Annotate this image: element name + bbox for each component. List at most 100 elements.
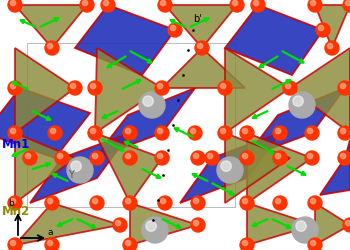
Circle shape — [232, 0, 238, 6]
Circle shape — [296, 221, 306, 231]
Circle shape — [338, 81, 350, 95]
Circle shape — [47, 240, 53, 246]
Circle shape — [90, 151, 104, 165]
Circle shape — [275, 154, 281, 159]
Circle shape — [10, 128, 16, 134]
Circle shape — [327, 44, 333, 49]
Circle shape — [155, 126, 169, 140]
Circle shape — [125, 128, 131, 134]
Circle shape — [67, 157, 93, 183]
Circle shape — [123, 238, 137, 250]
Circle shape — [205, 151, 219, 165]
Circle shape — [243, 128, 248, 134]
Circle shape — [8, 126, 22, 140]
Circle shape — [341, 84, 346, 89]
Circle shape — [92, 154, 98, 159]
Polygon shape — [95, 133, 162, 203]
Circle shape — [45, 41, 59, 55]
Circle shape — [197, 44, 203, 49]
Circle shape — [310, 240, 316, 246]
Circle shape — [220, 128, 226, 134]
Circle shape — [345, 0, 350, 6]
Polygon shape — [315, 203, 350, 245]
Circle shape — [123, 151, 137, 165]
Circle shape — [338, 151, 350, 165]
Circle shape — [243, 154, 248, 159]
Bar — [27, 43, 235, 207]
Circle shape — [90, 84, 96, 89]
Circle shape — [325, 41, 339, 55]
Circle shape — [116, 220, 121, 226]
Circle shape — [158, 128, 163, 134]
Circle shape — [188, 126, 202, 140]
Circle shape — [305, 126, 319, 140]
Circle shape — [8, 196, 22, 210]
Circle shape — [285, 84, 291, 89]
Polygon shape — [15, 5, 87, 48]
Polygon shape — [95, 88, 195, 158]
Circle shape — [307, 128, 313, 134]
Polygon shape — [15, 133, 75, 203]
Text: Y: Y — [68, 170, 74, 180]
Circle shape — [155, 151, 169, 165]
Circle shape — [293, 96, 303, 106]
Circle shape — [307, 154, 313, 159]
Circle shape — [253, 0, 259, 6]
Circle shape — [275, 128, 281, 134]
Polygon shape — [247, 133, 312, 203]
Circle shape — [220, 84, 226, 89]
Circle shape — [88, 81, 102, 95]
Circle shape — [48, 126, 62, 140]
Circle shape — [292, 217, 318, 243]
Circle shape — [273, 151, 287, 165]
Circle shape — [240, 126, 254, 140]
Circle shape — [143, 96, 153, 106]
Circle shape — [273, 196, 287, 210]
Circle shape — [310, 198, 316, 204]
Polygon shape — [165, 5, 237, 48]
Circle shape — [308, 238, 322, 250]
Circle shape — [8, 0, 22, 12]
Circle shape — [194, 154, 199, 159]
Text: b: b — [8, 199, 14, 208]
Circle shape — [316, 23, 330, 37]
Circle shape — [318, 26, 324, 31]
Circle shape — [230, 0, 244, 12]
Circle shape — [10, 0, 16, 6]
Circle shape — [113, 218, 127, 232]
Text: Mn1: Mn1 — [2, 138, 30, 151]
Polygon shape — [247, 203, 315, 245]
Polygon shape — [290, 48, 350, 133]
Circle shape — [92, 198, 98, 204]
Circle shape — [170, 26, 176, 31]
Circle shape — [273, 126, 287, 140]
Circle shape — [8, 81, 22, 95]
Circle shape — [191, 218, 205, 232]
Circle shape — [310, 0, 316, 6]
Circle shape — [8, 238, 22, 250]
Polygon shape — [0, 88, 90, 158]
Circle shape — [240, 151, 254, 165]
Circle shape — [158, 84, 163, 89]
Circle shape — [23, 151, 37, 165]
Circle shape — [275, 198, 281, 204]
Polygon shape — [162, 48, 245, 88]
Text: a: a — [48, 228, 54, 237]
Circle shape — [283, 81, 297, 95]
Polygon shape — [315, 5, 350, 48]
Polygon shape — [15, 48, 75, 133]
Circle shape — [10, 84, 16, 89]
Circle shape — [45, 196, 59, 210]
Polygon shape — [225, 5, 323, 75]
Circle shape — [139, 92, 165, 118]
Polygon shape — [130, 203, 198, 245]
Circle shape — [155, 81, 169, 95]
Circle shape — [190, 128, 196, 134]
Circle shape — [68, 81, 82, 95]
Circle shape — [125, 240, 131, 246]
Circle shape — [341, 128, 346, 134]
Circle shape — [195, 41, 209, 55]
Polygon shape — [30, 133, 130, 203]
Circle shape — [243, 198, 248, 204]
Circle shape — [125, 154, 131, 159]
